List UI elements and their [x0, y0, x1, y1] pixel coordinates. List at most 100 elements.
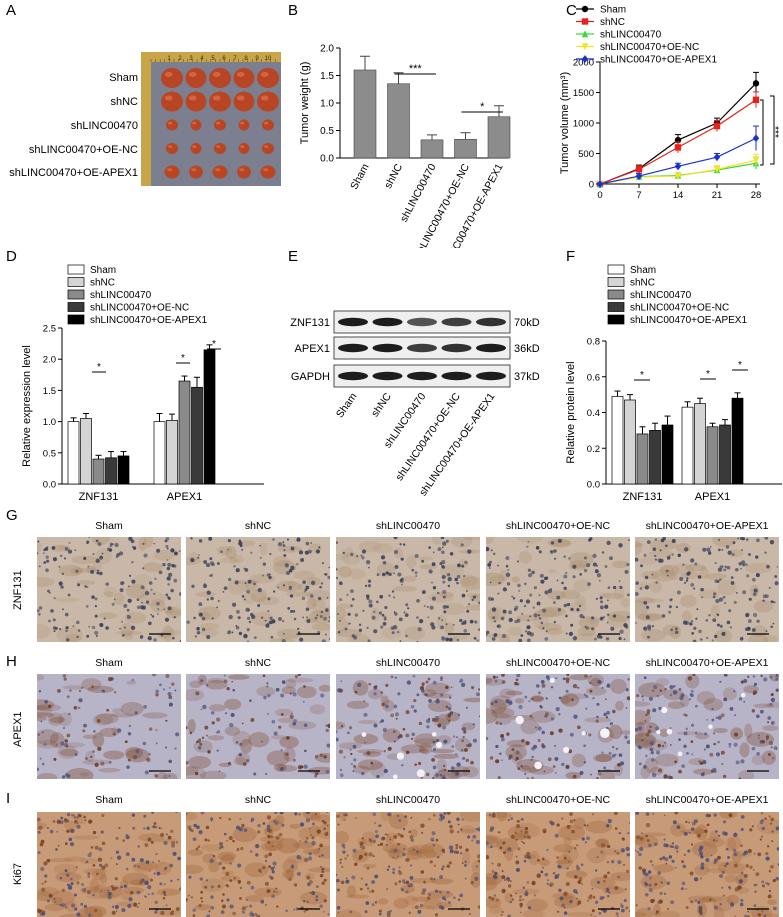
- nucleus: [149, 870, 151, 872]
- significance-star: *: [97, 362, 101, 373]
- nucleus: [346, 593, 349, 596]
- stain-patch: [574, 595, 587, 607]
- nucleus: [338, 749, 343, 754]
- nucleus: [171, 910, 174, 913]
- nucleus: [468, 603, 470, 606]
- ihc-column-title: Sham: [95, 657, 123, 669]
- stain-patch: [138, 833, 164, 843]
- nucleus: [455, 753, 458, 756]
- nucleus: [576, 608, 580, 612]
- nucleus: [741, 560, 746, 565]
- nucleus: [124, 740, 128, 744]
- nucleus: [537, 614, 541, 617]
- nucleus: [690, 740, 694, 743]
- nucleus: [618, 753, 623, 757]
- nucleus: [627, 539, 630, 542]
- nucleus: [131, 579, 136, 584]
- nucleus: [742, 590, 747, 595]
- nucleus: [293, 617, 297, 621]
- nucleus: [674, 630, 679, 635]
- nucleus: [66, 829, 70, 833]
- nucleus: [318, 546, 321, 549]
- stain-patch: [641, 629, 666, 642]
- nucleus: [657, 743, 661, 748]
- nucleus: [304, 550, 309, 555]
- nucleus: [67, 549, 73, 554]
- stain-patch: [99, 873, 108, 884]
- nucleus: [503, 878, 507, 882]
- nucleus: [95, 558, 100, 564]
- stain-patch: [189, 680, 202, 689]
- nucleus: [360, 554, 363, 557]
- nucleus: [653, 842, 658, 846]
- stain-patch: [201, 878, 225, 892]
- nucleus: [620, 848, 625, 853]
- nucleus: [303, 764, 308, 769]
- nucleus: [126, 608, 130, 612]
- nucleus: [683, 547, 689, 552]
- nucleus: [713, 732, 716, 735]
- vacuole: [416, 769, 425, 778]
- nucleus: [429, 605, 434, 610]
- nucleus: [148, 753, 151, 756]
- nucleus: [628, 910, 630, 912]
- nucleus: [220, 550, 223, 554]
- significance-star: *: [640, 370, 644, 381]
- nucleus: [682, 620, 688, 625]
- nucleus: [609, 556, 613, 561]
- nucleus: [218, 770, 221, 773]
- tumor: [161, 91, 183, 112]
- nucleus: [393, 704, 398, 709]
- nucleus: [206, 598, 210, 601]
- nucleus: [627, 678, 630, 681]
- nucleus: [608, 751, 612, 755]
- nucleus: [496, 898, 499, 902]
- nucleus: [341, 843, 346, 848]
- nucleus: [273, 590, 276, 593]
- nucleus: [708, 550, 711, 553]
- nucleus: [685, 906, 689, 909]
- nucleus: [765, 852, 769, 856]
- nucleus: [661, 856, 666, 860]
- nucleus: [774, 575, 778, 578]
- nucleus: [171, 682, 175, 686]
- stain-patch: [431, 878, 454, 885]
- nucleus: [273, 731, 278, 736]
- nucleus: [52, 557, 57, 562]
- stain-patch: [675, 543, 691, 553]
- stain-patch: [517, 537, 543, 544]
- nucleus: [682, 563, 685, 566]
- nucleus: [555, 677, 558, 680]
- micrograph: [486, 537, 630, 642]
- nucleus: [441, 574, 446, 580]
- band: [372, 343, 403, 353]
- bar: [178, 380, 191, 485]
- nucleus: [441, 848, 445, 853]
- tumor-highlight: [168, 145, 173, 148]
- nucleus: [277, 586, 280, 589]
- nucleus: [201, 736, 205, 740]
- nucleus: [147, 885, 152, 890]
- nucleus: [342, 551, 345, 555]
- nucleus: [459, 618, 463, 623]
- nucleus: [767, 894, 772, 899]
- legend-swatch: [607, 302, 625, 312]
- nucleus: [768, 869, 772, 873]
- stain-patch: [464, 604, 480, 611]
- nucleus: [694, 731, 698, 735]
- nucleus: [385, 571, 389, 575]
- nucleus: [239, 544, 243, 548]
- nucleus: [500, 913, 503, 916]
- nucleus: [594, 869, 598, 872]
- stain-patch: [511, 576, 520, 583]
- micrograph-texture: [37, 537, 181, 642]
- nucleus: [579, 613, 584, 619]
- nucleus: [714, 634, 718, 638]
- nucleus: [583, 744, 587, 748]
- stain-patch: [116, 901, 136, 907]
- nucleus: [753, 682, 758, 686]
- micrograph: [37, 812, 181, 917]
- nucleus: [43, 552, 45, 555]
- nucleus: [456, 639, 459, 642]
- nucleus: [585, 694, 589, 699]
